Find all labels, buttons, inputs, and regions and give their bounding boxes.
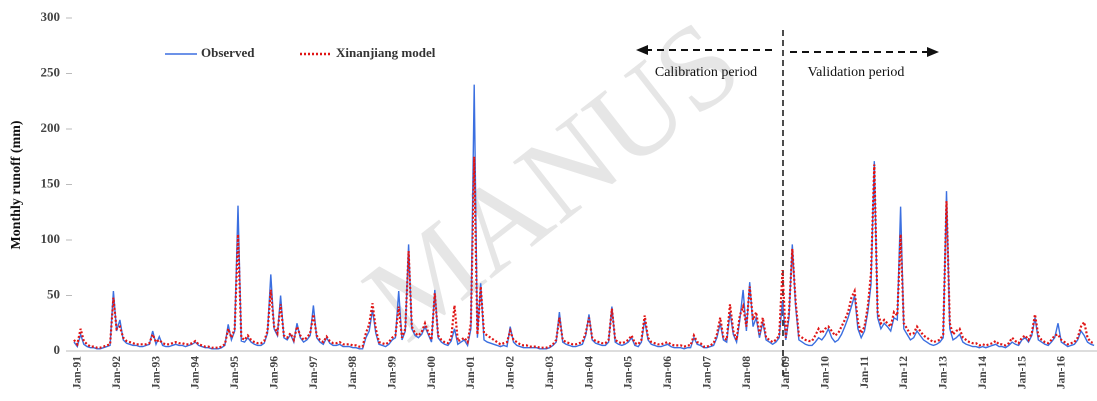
- y-tick-label: 50: [47, 286, 60, 301]
- annotation: Calibration period: [655, 65, 757, 80]
- arrow-head: [636, 45, 648, 55]
- x-tick-label: Jan-16: [1056, 356, 1068, 389]
- series-line: [73, 156, 1095, 349]
- x-tick-label: Jan-10: [819, 356, 831, 389]
- x-tick-label: Jan-94: [190, 356, 202, 389]
- y-tick-label: 0: [54, 342, 61, 357]
- x-tick-label: Jan-95: [229, 356, 241, 389]
- y-tick-label: 200: [41, 120, 61, 135]
- arrow-head: [927, 47, 939, 57]
- x-tick-label: Jan-91: [72, 356, 84, 389]
- annotation: Validation period: [808, 65, 905, 80]
- x-tick-label: Jan-15: [1016, 356, 1028, 389]
- series-line: [73, 84, 1095, 350]
- y-tick-label: 250: [41, 64, 61, 79]
- x-tick-label: Jan-92: [111, 356, 123, 389]
- x-tick-label: Jan-13: [938, 356, 950, 389]
- x-tick-label: Jan-02: [505, 356, 517, 389]
- x-tick-label: Jan-01: [465, 356, 477, 389]
- x-tick-label: Jan-04: [583, 356, 595, 389]
- x-tick-label: Jan-12: [898, 356, 910, 389]
- y-tick-label: 150: [41, 175, 61, 190]
- x-tick-label: Jan-11: [859, 356, 871, 389]
- y-axis-label: Monthly runoff (mm): [9, 120, 24, 249]
- x-tick-label: Jan-99: [387, 356, 399, 389]
- x-tick-label: Jan-09: [780, 356, 792, 389]
- x-tick-label: Jan-96: [268, 356, 280, 389]
- x-tick-label: Jan-08: [741, 356, 753, 389]
- x-tick-label: Jan-00: [426, 356, 438, 389]
- x-tick-label: Jan-05: [623, 356, 635, 389]
- y-tick-label: 100: [41, 231, 61, 246]
- x-tick-label: Jan-98: [347, 356, 359, 389]
- x-tick-label: Jan-03: [544, 356, 556, 389]
- legend-label: Observed: [201, 45, 255, 60]
- x-tick-label: Jan-97: [308, 356, 320, 389]
- x-tick-label: Jan-14: [977, 356, 989, 389]
- legend-label: Xinanjiang model: [336, 45, 436, 60]
- x-tick-label: Jan-93: [150, 356, 162, 389]
- y-tick-label: 300: [41, 9, 61, 24]
- x-tick-label: Jan-06: [662, 356, 674, 389]
- x-tick-label: Jan-07: [701, 356, 713, 389]
